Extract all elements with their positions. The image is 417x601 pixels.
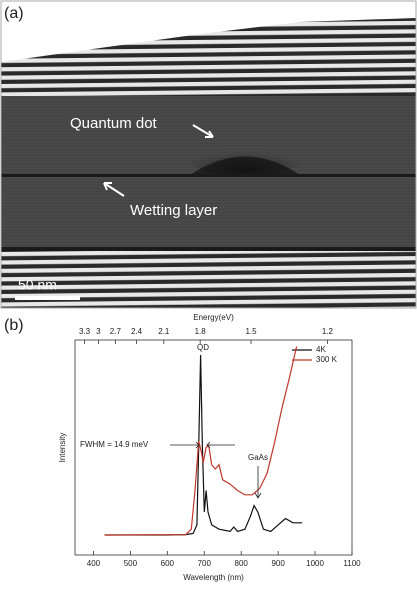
x-tick-label: 1000 — [306, 559, 324, 568]
x2-tick-label: 1.5 — [245, 327, 257, 336]
x-tick-label: 600 — [161, 559, 175, 568]
tem-image — [0, 0, 417, 309]
panel-label: (a) — [4, 5, 24, 22]
x2-tick-label: 2.7 — [110, 327, 122, 336]
annotation: Quantum dot — [70, 115, 158, 132]
x2-tick-label: 2.4 — [131, 327, 143, 336]
x2-tick-label: 1.2 — [322, 327, 334, 336]
panel-label: (b) — [4, 317, 24, 334]
x-tick-label: 500 — [124, 559, 138, 568]
annotation: Wetting layer — [130, 202, 217, 219]
legend-label: 300 K — [316, 355, 338, 364]
y-axis-label: Intensity — [58, 433, 67, 463]
x2-tick-label: 3 — [96, 327, 101, 336]
x-axis-label: Wavelength (nm) — [183, 573, 244, 582]
series-line — [104, 354, 303, 536]
annotation: GaAs — [248, 453, 268, 462]
x-tick-label: 400 — [87, 559, 101, 568]
x-tick-label: 1100 — [343, 559, 361, 568]
legend-label: 4K — [316, 345, 326, 354]
x-tick-label: 800 — [235, 559, 249, 568]
x-tick-label: 900 — [271, 559, 285, 568]
series-line — [104, 346, 298, 536]
plot-frame — [74, 339, 353, 556]
arrow — [254, 466, 262, 499]
x2-axis-label: Energy(eV) — [193, 313, 234, 322]
x2-tick-label: 2.1 — [158, 327, 170, 336]
scale-bar-label: 50 nm — [18, 277, 57, 293]
x-tick-label: 700 — [198, 559, 212, 568]
annotation: FWHM = 14.9 meV — [80, 440, 149, 449]
arrow — [170, 441, 235, 449]
x2-tick-label: 1.8 — [195, 327, 207, 336]
spectrum-chart: 400 500 600 700 800 900 1000 1100 3.3 3 2.7 2.4 2.1 1… — [58, 313, 361, 582]
annotation: QD — [197, 343, 209, 352]
x2-tick-label: 3.3 — [79, 327, 91, 336]
